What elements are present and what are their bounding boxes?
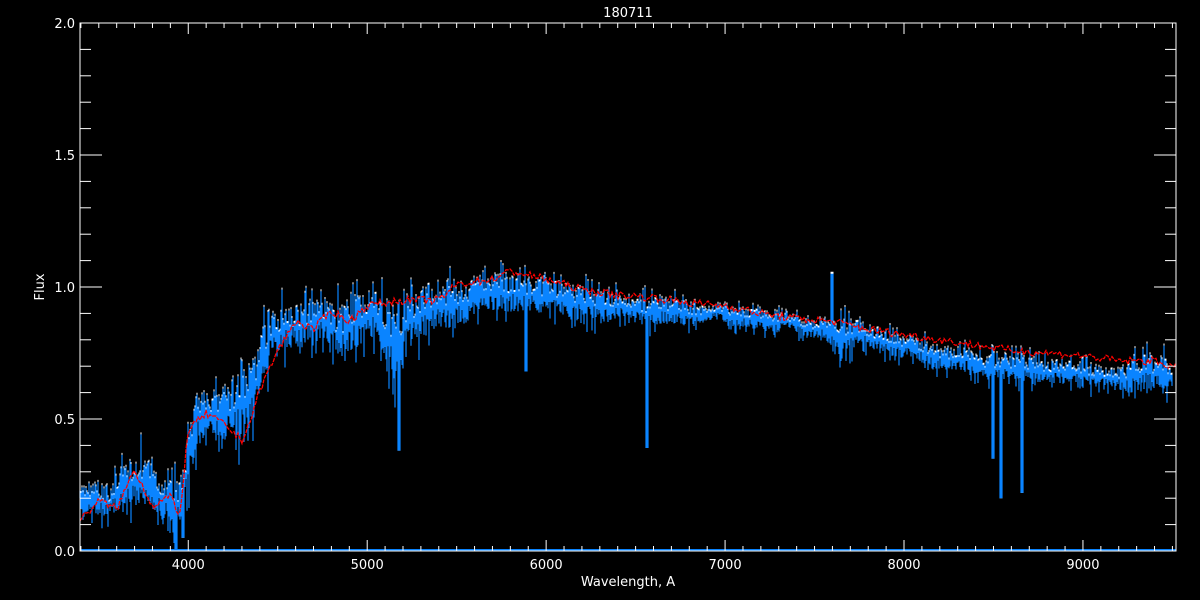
y-tick-label: 1.0	[54, 281, 75, 296]
y-tick-label: 0.5	[54, 413, 75, 428]
chart-title: 180711	[603, 6, 653, 21]
y-axis-label: Flux	[33, 273, 48, 300]
x-axis-label: Wavelength, A	[581, 575, 675, 590]
x-tick-label: 6000	[530, 558, 563, 573]
x-tick-label: 8000	[887, 558, 920, 573]
model-spectrum-line	[79, 268, 1177, 522]
plot-area	[79, 260, 1177, 551]
x-tick-label: 5000	[351, 558, 384, 573]
y-tick-label: 2.0	[54, 17, 75, 32]
observed-spectrum-line	[79, 262, 1173, 551]
x-tick-label: 9000	[1066, 558, 1099, 573]
x-tick-label: 7000	[709, 558, 742, 573]
axes: 4000 5000 6000 7000 8000 9000 0.0 0.5 1.0 1.5 2.0	[54, 17, 1177, 573]
y-tick-label: 1.5	[54, 149, 75, 164]
plot-frame	[79, 22, 1177, 552]
x-tick-label: 4000	[172, 558, 205, 573]
y-tick-label: 0.0	[54, 545, 75, 560]
